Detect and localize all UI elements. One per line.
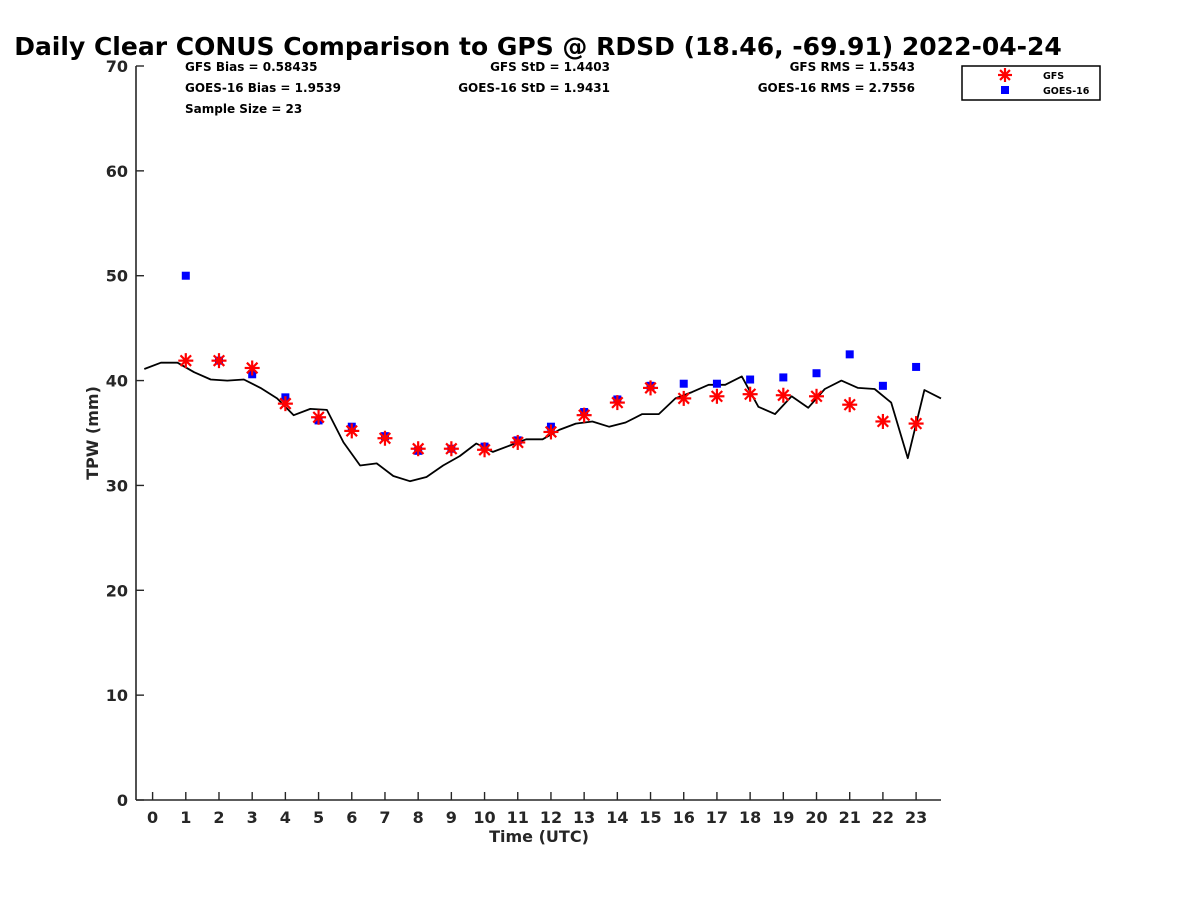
legend: GFS GOES-16 (961, 65, 1101, 101)
gfs-point (543, 424, 559, 440)
y-tick-label: 20 (106, 581, 128, 600)
x-tick-label: 3 (247, 808, 258, 827)
x-tick-label: 9 (446, 808, 457, 827)
chart-title: Daily Clear CONUS Comparison to GPS @ RD… (14, 32, 1062, 61)
y-tick-label: 50 (106, 267, 128, 286)
x-tick-label: 13 (573, 808, 595, 827)
gfs-point (510, 434, 526, 450)
gfs-rms-stat: GFS RMS = 1.5543 (790, 60, 915, 74)
y-tick-label: 60 (106, 162, 128, 181)
x-tick-label: 23 (905, 808, 927, 827)
legend-box (961, 65, 1101, 101)
gfs-point (344, 423, 360, 439)
gfs-point (244, 360, 260, 376)
x-tick-label: 14 (606, 808, 628, 827)
y-tick-label: 70 (106, 57, 128, 76)
gfs-point (377, 430, 393, 446)
x-tick-label: 7 (379, 808, 390, 827)
y-tick-label: 40 (106, 372, 128, 391)
gfs-point (311, 409, 327, 425)
y-tick-label: 30 (106, 476, 128, 495)
goes-bias-stat: GOES-16 Bias = 1.9539 (185, 81, 341, 95)
sample-size-stat: Sample Size = 23 (185, 102, 302, 116)
goes16-point (845, 350, 854, 359)
x-tick-label: 18 (739, 808, 761, 827)
gfs-point (410, 441, 426, 457)
goes-std-stat: GOES-16 StD = 1.9431 (458, 81, 610, 95)
gfs-point (742, 386, 758, 402)
gfs-point (477, 442, 493, 458)
goes16-point (679, 379, 688, 388)
goes16-point (712, 379, 721, 388)
legend-gfs-marker (998, 68, 1012, 82)
gfs-point (576, 407, 592, 423)
goes16-point (181, 271, 190, 280)
x-tick-label: 22 (872, 808, 894, 827)
gfs-point (842, 397, 858, 413)
x-tick-label: 2 (213, 808, 224, 827)
gfs-point (277, 396, 293, 412)
x-tick-label: 16 (673, 808, 695, 827)
x-tick-label: 15 (639, 808, 661, 827)
gfs-point (875, 413, 891, 429)
legend-goes-label: GOES-16 (1043, 86, 1090, 97)
goes-rms-stat: GOES-16 RMS = 2.7556 (758, 81, 915, 95)
x-tick-label: 20 (805, 808, 827, 827)
x-tick-label: 17 (706, 808, 728, 827)
gps-line (143, 361, 942, 483)
x-tick-label: 19 (772, 808, 794, 827)
legend-gfs-label: GFS (1043, 71, 1064, 82)
legend-goes-marker (1001, 86, 1009, 94)
gfs-point (809, 388, 825, 404)
gps-series (143, 361, 942, 483)
gfs-point (211, 353, 227, 369)
gfs-point (775, 387, 791, 403)
gfs-point (443, 441, 459, 457)
x-tick-label: 21 (839, 808, 861, 827)
x-tick-label: 1 (180, 808, 191, 827)
goes16-point (779, 373, 788, 382)
gfs-bias-stat: GFS Bias = 0.58435 (185, 60, 317, 74)
x-tick-label: 11 (507, 808, 529, 827)
x-tick-label: 12 (540, 808, 562, 827)
gfs-point (178, 353, 194, 369)
goes16-point (878, 381, 887, 390)
x-tick-label: 5 (313, 808, 324, 827)
x-axis-label: Time (UTC) (489, 827, 589, 846)
x-tick-label: 8 (413, 808, 424, 827)
goes16-point (746, 375, 755, 384)
x-tick-label: 4 (280, 808, 291, 827)
gfs-point (908, 416, 924, 432)
y-tick-label: 10 (106, 686, 128, 705)
y-tick-label: 0 (117, 791, 128, 810)
gfs-point (709, 388, 725, 404)
y-axis-label: TPW (mm) (83, 386, 102, 480)
gfs-point (676, 390, 692, 406)
x-tick-label: 10 (473, 808, 495, 827)
gfs-point (643, 380, 659, 396)
marker-series (178, 271, 924, 458)
x-tick-label: 6 (346, 808, 357, 827)
x-tick-label: 0 (147, 808, 158, 827)
gfs-std-stat: GFS StD = 1.4403 (490, 60, 610, 74)
goes16-point (912, 362, 921, 371)
gfs-point (609, 395, 625, 411)
goes16-point (812, 369, 821, 378)
legend-gfs-asterisk (998, 68, 1012, 82)
